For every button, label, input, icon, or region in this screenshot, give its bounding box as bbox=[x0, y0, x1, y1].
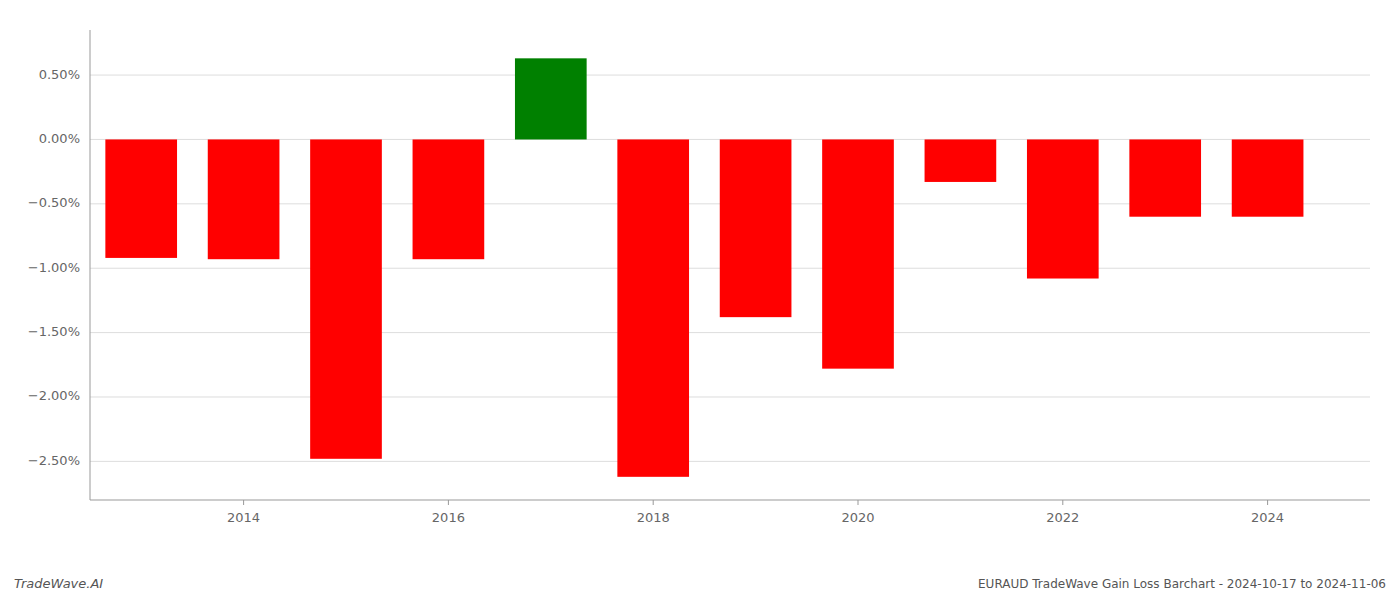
x-ticks: 2014 2016 2018 2020 2022 2024 bbox=[227, 500, 1284, 525]
y-tick-labels: −2.50% −2.00% −1.50% −1.00% −0.50% 0.00% 0.50% bbox=[28, 67, 80, 468]
grid-line bbox=[90, 75, 1370, 76]
bar bbox=[208, 139, 280, 259]
x-tick bbox=[858, 500, 859, 505]
chart-svg: −2.50% −2.00% −1.50% −1.00% −0.50% 0.00% 0.50%… bbox=[0, 0, 1400, 600]
bar bbox=[617, 139, 689, 476]
x-tick bbox=[243, 500, 244, 505]
bar bbox=[310, 139, 382, 458]
x-tick bbox=[653, 500, 654, 505]
x-tick-label: 2022 bbox=[1046, 510, 1079, 525]
y-tick-label: −2.50% bbox=[28, 453, 80, 468]
x-tick-label: 2014 bbox=[227, 510, 260, 525]
x-axis-line bbox=[90, 500, 1370, 501]
bar bbox=[1232, 139, 1304, 216]
y-tick-label: −0.50% bbox=[28, 195, 80, 210]
bar bbox=[105, 139, 177, 257]
x-tick bbox=[1267, 500, 1268, 505]
background bbox=[0, 0, 1400, 600]
x-tick bbox=[1062, 500, 1063, 505]
chart-container: −2.50% −2.00% −1.50% −1.00% −0.50% 0.00% 0.50%… bbox=[0, 0, 1400, 600]
bar bbox=[1027, 139, 1099, 278]
y-tick-label: −2.00% bbox=[28, 388, 80, 403]
x-tick-label: 2016 bbox=[432, 510, 465, 525]
bars bbox=[105, 58, 1303, 476]
grid-line bbox=[90, 461, 1370, 462]
bar bbox=[720, 139, 792, 317]
bar bbox=[1129, 139, 1201, 216]
bar bbox=[515, 58, 587, 139]
y-tick-label: −1.50% bbox=[28, 324, 80, 339]
y-tick-label: 0.00% bbox=[39, 131, 80, 146]
footer-left: TradeWave.AI bbox=[14, 576, 103, 591]
y-grid bbox=[90, 75, 1370, 461]
x-tick-label: 2018 bbox=[637, 510, 670, 525]
y-tick-label: 0.50% bbox=[39, 67, 80, 82]
y-tick-label: −1.00% bbox=[28, 260, 80, 275]
bar bbox=[925, 139, 997, 181]
x-tick-label: 2024 bbox=[1251, 510, 1284, 525]
x-tick-label: 2020 bbox=[841, 510, 874, 525]
y-axis-line bbox=[90, 30, 91, 500]
bar bbox=[822, 139, 894, 368]
x-tick bbox=[448, 500, 449, 505]
grid-line bbox=[90, 332, 1370, 333]
grid-line bbox=[90, 396, 1370, 397]
bar bbox=[413, 139, 485, 259]
footer-right: EURAUD TradeWave Gain Loss Barchart - 20… bbox=[978, 577, 1386, 591]
